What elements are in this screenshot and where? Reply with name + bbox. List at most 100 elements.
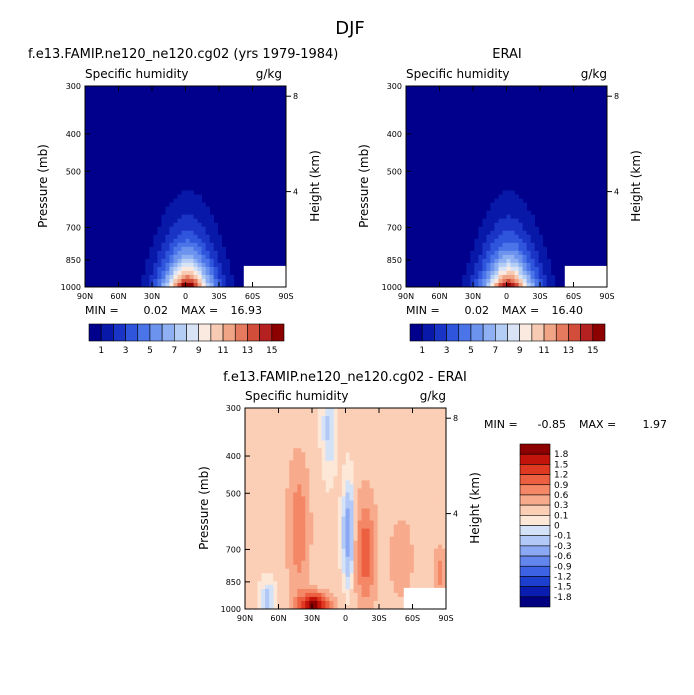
data-cell <box>518 266 523 272</box>
data-cell <box>325 544 330 550</box>
data-cell <box>409 456 415 461</box>
data-cell <box>385 424 391 429</box>
data-cell <box>193 218 198 224</box>
data-cell <box>321 568 326 574</box>
data-cell <box>321 592 326 598</box>
data-cell <box>361 548 366 554</box>
data-cell <box>169 206 174 212</box>
data-cell <box>502 278 507 284</box>
data-cell <box>321 572 326 578</box>
data-cell <box>173 218 178 224</box>
data-cell <box>441 572 446 578</box>
data-cell <box>253 528 258 534</box>
data-cell <box>269 452 274 457</box>
data-cell <box>385 488 391 493</box>
data-cell <box>309 492 314 497</box>
data-cell <box>413 464 419 469</box>
data-cell <box>277 572 282 578</box>
data-cell <box>197 242 202 248</box>
data-cell <box>361 488 366 493</box>
data-cell <box>353 528 358 534</box>
data-cell <box>538 250 544 256</box>
data-cell <box>297 500 302 505</box>
data-cell <box>305 548 310 554</box>
data-cell <box>494 274 499 280</box>
data-cell <box>393 568 399 574</box>
data-cell <box>189 226 194 232</box>
data-cell <box>365 452 371 457</box>
data-cell <box>245 552 250 558</box>
data-cell <box>361 408 366 413</box>
data-cell <box>373 432 379 437</box>
data-cell <box>309 460 314 465</box>
data-cell <box>429 528 435 534</box>
data-cell <box>482 230 487 236</box>
data-cell <box>506 270 511 276</box>
data-cell <box>369 472 375 477</box>
data-cell <box>161 218 166 224</box>
data-cell <box>357 504 362 509</box>
data-cell <box>297 480 302 485</box>
data-cell <box>253 428 258 433</box>
data-cell <box>502 218 507 224</box>
colorbar-swatch <box>125 323 139 342</box>
data-cell <box>369 524 375 529</box>
data-cell <box>161 214 166 220</box>
data-cell <box>522 202 527 207</box>
data-cell <box>369 604 375 609</box>
data-cell <box>413 472 419 477</box>
data-cell <box>413 552 419 558</box>
data-cell <box>510 222 515 228</box>
data-cell <box>409 508 415 513</box>
data-cell <box>474 258 479 264</box>
data-cell <box>177 214 182 220</box>
data-cell <box>421 572 427 578</box>
data-cell <box>498 234 503 240</box>
data-cell <box>333 496 338 501</box>
data-cell <box>381 548 387 554</box>
data-cell <box>466 278 471 284</box>
data-cell <box>181 190 186 195</box>
data-cell <box>421 464 427 469</box>
data-cell <box>401 556 407 562</box>
data-cell <box>309 576 314 582</box>
data-cell <box>309 536 314 542</box>
data-cell <box>297 424 302 429</box>
y-axis-right-label-erai: Height (km) <box>629 150 643 221</box>
data-cell <box>345 512 350 517</box>
data-cell <box>313 416 318 421</box>
data-cell <box>514 230 519 236</box>
data-cell <box>293 516 298 521</box>
data-cell <box>385 600 391 606</box>
data-cell <box>429 440 435 445</box>
data-cell <box>405 500 411 505</box>
data-cell <box>510 238 515 244</box>
data-cell <box>333 572 338 578</box>
data-cell <box>181 206 186 212</box>
data-cell <box>317 560 322 566</box>
data-cell <box>201 242 206 248</box>
data-cell <box>285 536 290 542</box>
data-cell <box>502 242 507 248</box>
data-cell <box>253 524 258 529</box>
data-cell <box>165 234 170 240</box>
data-cell <box>285 568 290 574</box>
data-cell <box>177 226 182 232</box>
data-cell <box>317 524 322 529</box>
data-cell <box>309 496 314 501</box>
data-cell <box>429 516 435 521</box>
x-tick-label: 60N <box>270 614 286 623</box>
data-cell <box>301 420 306 425</box>
data-cell <box>345 432 350 437</box>
data-cell <box>189 230 194 236</box>
data-cell <box>437 440 443 445</box>
data-cell <box>185 222 190 228</box>
y-tick-label: 700 <box>66 223 81 232</box>
data-cell <box>353 556 358 562</box>
data-cell <box>253 592 258 598</box>
data-cell <box>409 472 415 477</box>
x-tick-label: 90N <box>398 292 414 301</box>
data-cell <box>257 456 262 461</box>
data-cell <box>369 548 375 554</box>
